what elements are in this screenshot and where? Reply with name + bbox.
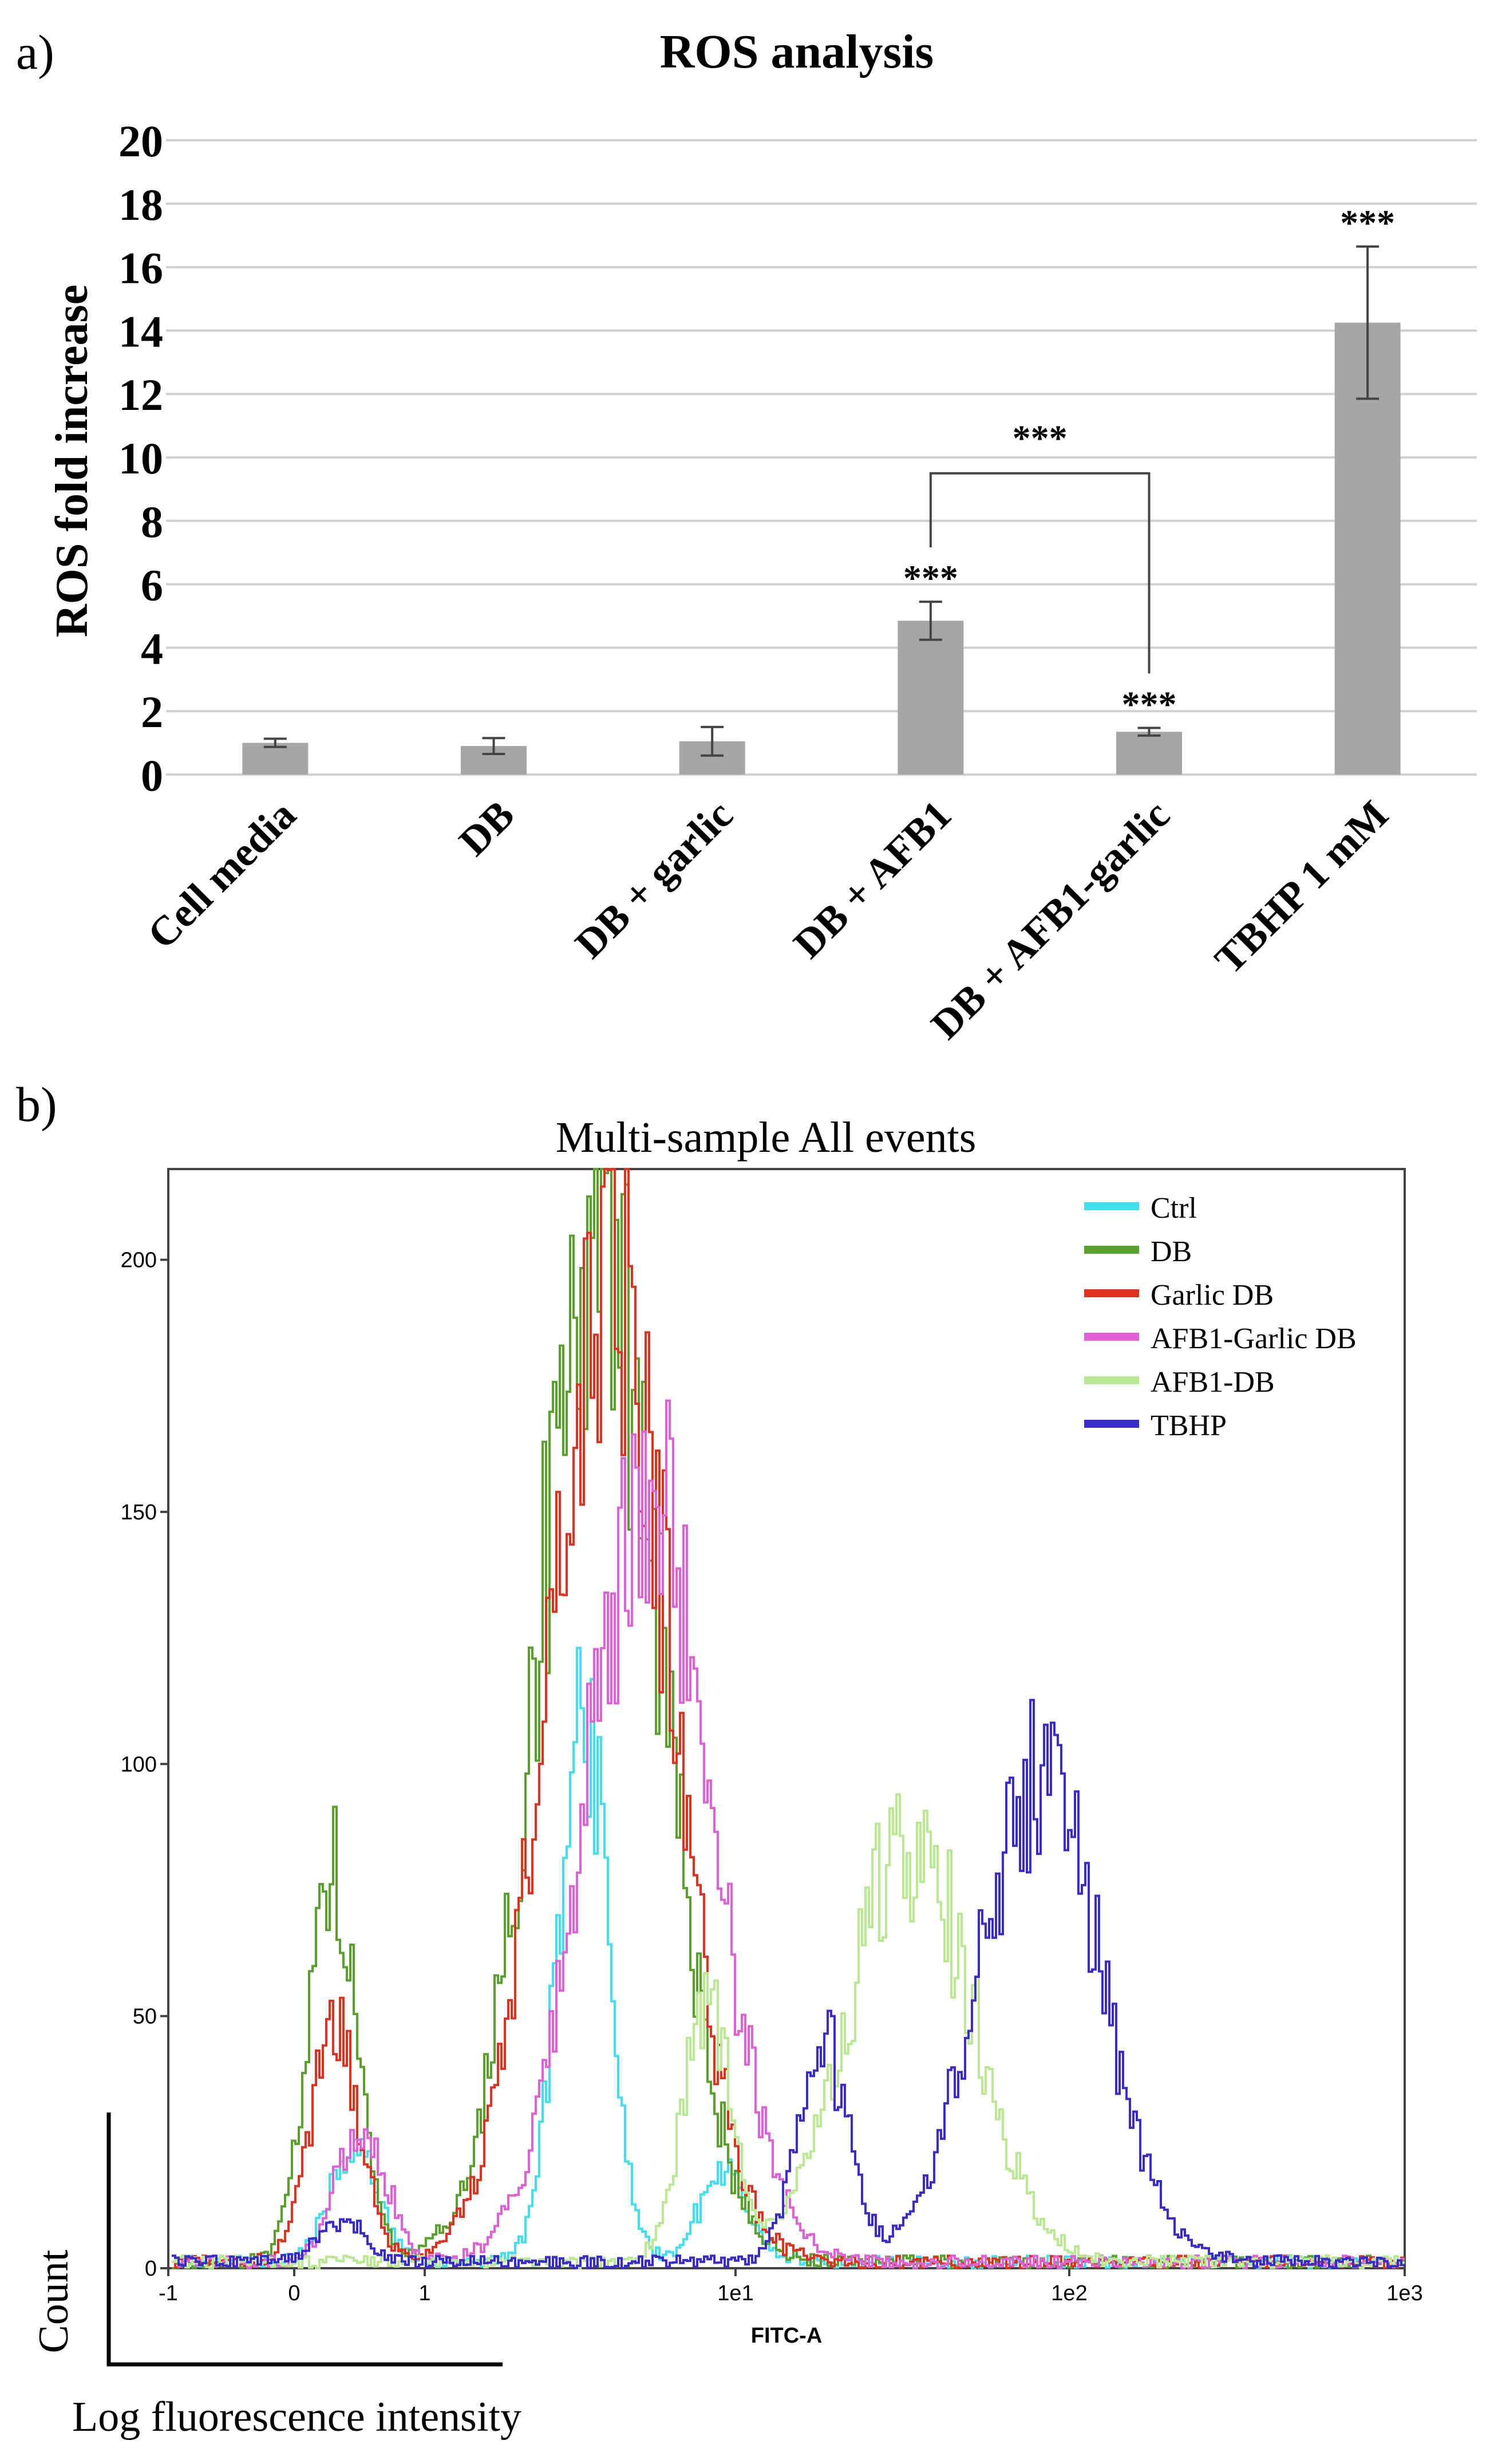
bar-chart-title: ROS analysis — [660, 25, 934, 78]
hist-y-tick-label: 0 — [145, 2257, 157, 2281]
count-label: Count — [30, 2249, 77, 2353]
hist-series-line — [172, 1168, 1405, 2269]
hist-series-line — [172, 1699, 1405, 2269]
hist-y-tick-label: 150 — [121, 1500, 157, 1525]
panel-label-a: a) — [16, 25, 54, 80]
bar-y-tick-label: 4 — [141, 623, 163, 673]
bar-category-label: TBHP 1 mM — [1206, 792, 1397, 983]
histogram-series — [172, 1168, 1405, 2269]
histogram-legend: Ctrl DB Garlic DB AFB1-Garlic DB AFB1-DB TBHP — [1084, 1192, 1357, 1442]
bar-y-tick-label: 8 — [141, 497, 163, 547]
legend-label: AFB1-DB — [1151, 1366, 1275, 1399]
legend-label: AFB1-Garlic DB — [1151, 1322, 1357, 1355]
bar-y-tick-label: 20 — [118, 116, 163, 166]
histogram-frame — [167, 1168, 1406, 2269]
hist-series-line — [172, 1646, 1405, 2269]
hist-y-tick-label: 100 — [121, 1752, 157, 1776]
histogram-title: Multi-sample All events — [556, 1113, 977, 1162]
bar-y-tick-label: 14 — [118, 306, 163, 356]
hist-x-tick-label: 1 — [418, 2281, 430, 2305]
bar — [242, 743, 309, 775]
legend-label: TBHP — [1151, 1409, 1227, 1442]
bar — [1116, 732, 1182, 775]
significance-marker: *** — [903, 558, 958, 598]
hist-x-tick-label: 1e1 — [717, 2281, 753, 2305]
bar-y-tick-label: 18 — [118, 180, 163, 230]
hist-x-tick-label: 1e2 — [1051, 2281, 1087, 2305]
legend-label: Ctrl — [1151, 1192, 1197, 1225]
histogram-xlabel: FITC-A — [751, 2324, 823, 2348]
bracket-label: *** — [1013, 418, 1068, 459]
bar-y-tick-label: 0 — [141, 751, 163, 800]
legend-label: DB — [1151, 1235, 1192, 1268]
hist-y-tick-label: 50 — [133, 2005, 157, 2029]
hist-y-tick-label: 200 — [121, 1249, 157, 1273]
bar-chart-bars: *** *** *** — [242, 203, 1401, 775]
bar-chart-y-ticks: 0 2 4 6 8 10 12 14 16 18 20 — [118, 116, 163, 800]
bar-y-tick-label: 2 — [141, 687, 163, 737]
bar-y-tick-label: 10 — [118, 433, 163, 483]
bar-category-label: Cell media — [139, 792, 305, 958]
histogram-x-ticks: -1 0 1 1e1 1e2 1e3 — [159, 2268, 1423, 2305]
bracket-line — [929, 472, 1151, 674]
bar-category-label: DB + garlic — [566, 792, 741, 967]
hist-x-tick-label: -1 — [159, 2281, 178, 2305]
legend-label: Garlic DB — [1151, 1279, 1274, 1312]
hist-x-tick-label: 0 — [288, 2281, 300, 2305]
bar-chart-gridlines — [166, 139, 1477, 776]
log-fluorescence-label: Log fluorescence intensity — [72, 2394, 521, 2441]
bar — [898, 621, 964, 775]
significance-marker: *** — [1340, 203, 1395, 243]
bar-y-tick-label: 12 — [118, 370, 163, 420]
histogram-y-ticks: 0 50 100 150 200 — [121, 1249, 168, 2281]
bar-y-tick-label: 16 — [118, 243, 163, 293]
panel-label-b: b) — [16, 1077, 57, 1132]
bar-chart-ylabel: ROS fold increase — [47, 285, 97, 637]
bar-category-label: DB — [450, 792, 523, 864]
bar-y-tick-label: 6 — [141, 560, 163, 610]
axis-annotation-lines — [106, 2112, 503, 2367]
significance-marker: *** — [1122, 684, 1177, 725]
bar-category-label: DB + AFB1 — [785, 792, 960, 967]
bar-category-label: DB + AFB1-garlic — [922, 792, 1179, 1048]
significance-bracket: *** — [929, 418, 1151, 674]
hist-x-tick-label: 1e3 — [1386, 2281, 1422, 2305]
hist-series-line — [172, 1793, 1405, 2269]
